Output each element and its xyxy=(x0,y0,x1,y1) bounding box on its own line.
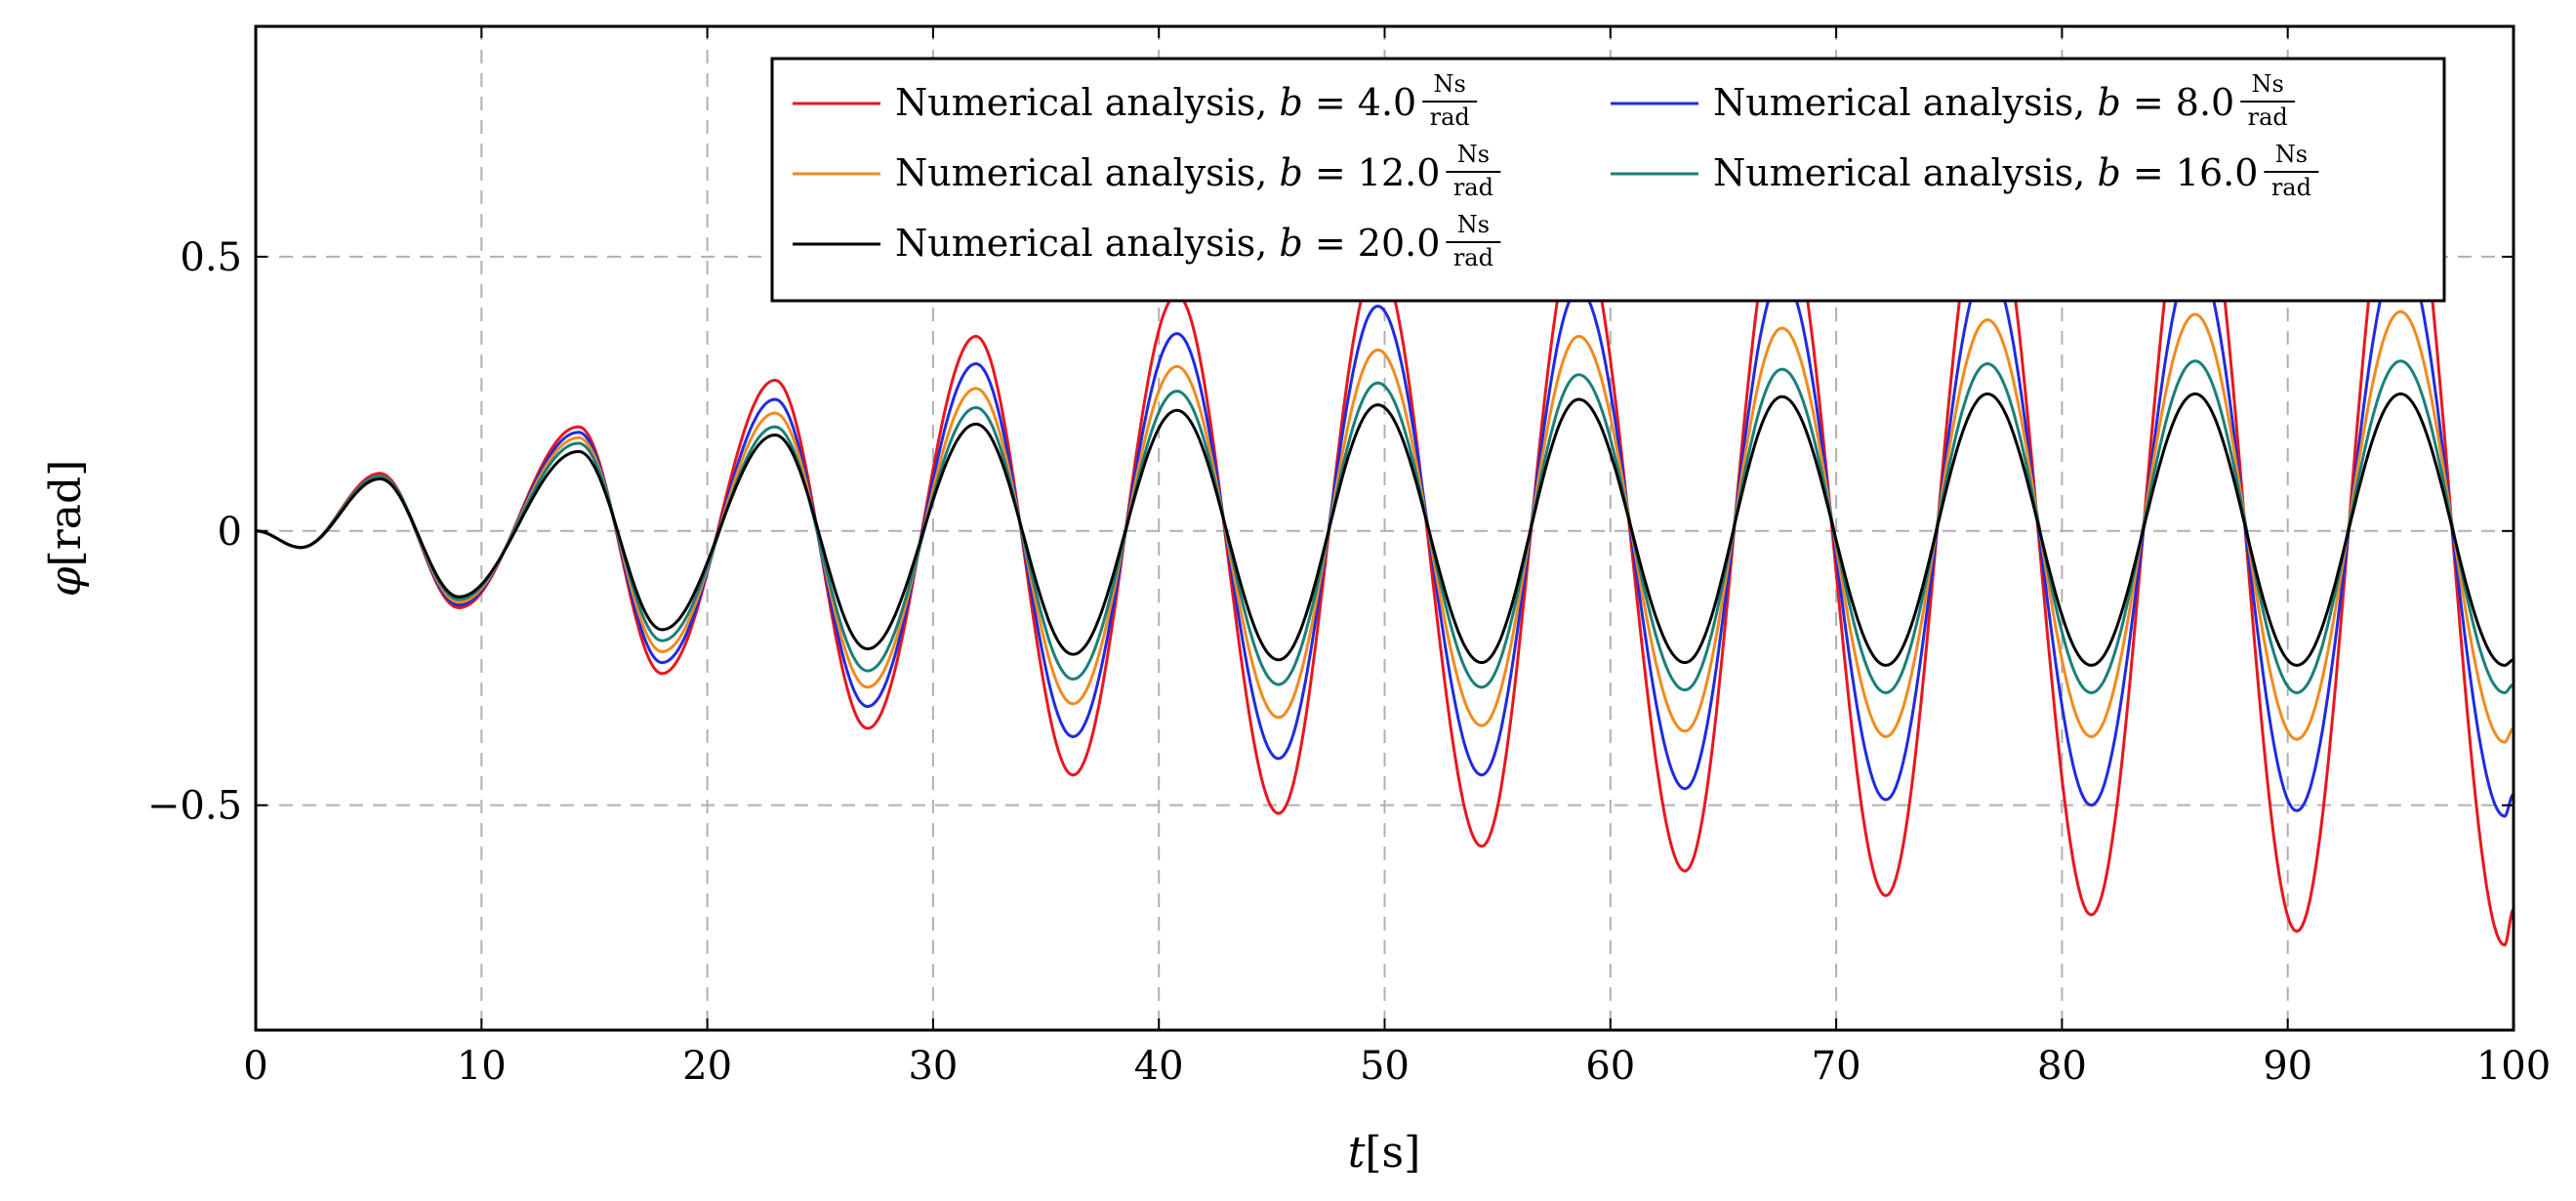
legend-unit-denominator: rad xyxy=(1430,104,1470,131)
x-axis-ticks: 0 10 20 30 40 50 60 70 80 90 100 xyxy=(243,26,2551,1089)
y-axis-ticks: 0.5 0 −0.5 xyxy=(147,235,2514,829)
x-tick-label: 90 xyxy=(2263,1044,2312,1089)
legend-label: Numerical analysis, b = 4.0 xyxy=(895,81,1416,124)
legend-label: Numerical analysis, b = 16.0 xyxy=(1713,151,2258,194)
legend-box xyxy=(770,57,2446,303)
legend-label: Numerical analysis, b = 12.0 xyxy=(895,151,1440,194)
legend-unit-denominator: rad xyxy=(2271,174,2311,201)
legend-label: Numerical analysis, b = 8.0 xyxy=(1713,81,2234,124)
legend-entry-4: Numerical analysis, b = 16.0 Ns rad xyxy=(1611,141,2319,201)
legend-label: Numerical analysis, b = 20.0 xyxy=(895,222,1440,265)
x-tick-label: 0 xyxy=(243,1044,267,1089)
legend-entry-2: Numerical analysis, b = 8.0 Ns rad xyxy=(1611,70,2296,131)
x-axis-label: t[s] xyxy=(1348,1128,1421,1178)
x-tick-label: 70 xyxy=(1812,1044,1861,1089)
x-tick-label: 50 xyxy=(1360,1044,1410,1089)
legend-unit-numerator: Ns xyxy=(2252,70,2284,98)
x-tick-label: 30 xyxy=(908,1044,958,1089)
legend-unit-denominator: rad xyxy=(1453,174,1493,201)
legend-entry-5: Numerical analysis, b = 20.0 Ns rad xyxy=(793,211,1501,271)
x-tick-label: 60 xyxy=(1585,1044,1635,1089)
legend-unit-denominator: rad xyxy=(1453,244,1493,271)
legend-unit-numerator: Ns xyxy=(1457,141,1490,168)
legend-entry-1: Numerical analysis, b = 4.0 Ns rad xyxy=(793,70,1478,131)
legend-unit-numerator: Ns xyxy=(2275,141,2308,168)
x-tick-label: 10 xyxy=(457,1044,507,1089)
x-tick-label: 100 xyxy=(2476,1044,2551,1089)
series-line-4 xyxy=(256,359,2514,694)
series-line-3 xyxy=(256,310,2514,744)
legend-unit-denominator: rad xyxy=(2248,104,2288,131)
legend-entry-3: Numerical analysis, b = 12.0 Ns rad xyxy=(793,141,1501,201)
y-axis-label: φ[rad] xyxy=(41,460,91,598)
legend-unit-numerator: Ns xyxy=(1434,70,1466,98)
y-tick-label: 0 xyxy=(218,510,242,555)
x-tick-label: 80 xyxy=(2037,1044,2087,1089)
y-tick-label: −0.5 xyxy=(147,784,242,829)
legend-unit-numerator: Ns xyxy=(1457,211,1490,238)
x-tick-label: 40 xyxy=(1134,1044,1184,1089)
series-line-5 xyxy=(256,392,2514,667)
y-tick-label: 0.5 xyxy=(180,235,242,280)
x-tick-label: 20 xyxy=(682,1044,732,1089)
